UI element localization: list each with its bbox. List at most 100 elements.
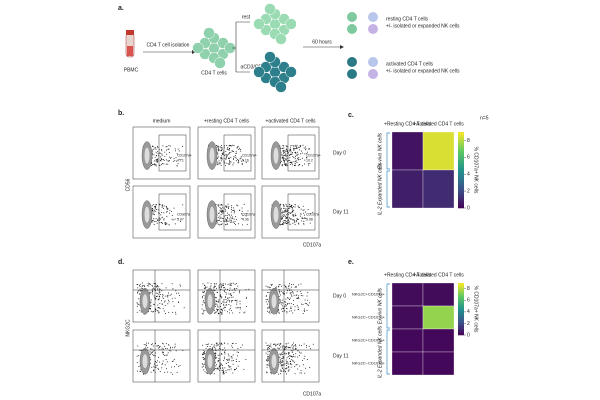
event-dot [227,217,229,219]
colorbar-step [458,149,464,153]
event-dot [204,371,206,373]
event-dot [219,162,221,164]
event-dot [206,286,208,288]
event-dot [214,367,216,369]
event-dot [161,206,163,208]
event-dot [158,298,160,300]
event-dot [282,158,284,160]
event-dot [164,155,166,157]
event-dot [269,288,271,290]
event-dot [293,206,295,208]
event-dot [138,298,140,300]
event-dot [289,164,291,166]
heatmap-cell [391,351,424,376]
colorbar-step [458,182,464,186]
event-dot [300,208,302,210]
event-dot [216,368,218,370]
event-dot [220,147,222,149]
event-dot [156,203,158,205]
event-dot [267,358,269,360]
event-dot [159,218,161,220]
event-dot [286,148,288,150]
event-dot [287,362,289,364]
gate [158,134,187,172]
event-dot [202,313,204,315]
event-dot [287,352,289,354]
bracket [386,283,390,329]
event-dot [232,299,234,301]
event-dot [209,286,211,288]
event-dot [282,155,284,157]
event-dot [151,293,153,295]
event-dot [288,358,290,360]
event-dot [284,352,286,354]
event-dot [223,358,225,360]
event-dot [232,218,234,220]
event-dot [152,219,154,221]
event-dot [233,218,235,220]
event-dot [289,310,291,312]
event-dot [161,303,163,305]
event-dot [162,297,164,299]
event-dot [285,304,287,306]
event-dot [288,207,290,209]
event-dot [228,358,230,360]
event-dot [288,150,290,152]
event-dot [231,345,233,347]
event-dot [202,291,204,293]
event-dot [224,352,226,354]
event-dot [203,292,205,294]
colorbar-step [458,152,464,156]
event-dot [303,358,305,360]
event-dot [235,361,237,363]
event-dot [175,157,177,159]
event-dot [235,367,237,369]
event-dot [152,210,154,212]
event-dot [174,148,176,150]
event-dot [231,221,233,223]
event-dot [220,210,222,212]
event-dot [268,348,270,350]
event-dot [292,354,294,356]
event-dot [221,148,223,150]
event-dot [279,292,281,294]
event-dot [157,304,159,306]
event-dot [226,162,228,164]
event-dot [236,303,238,305]
event-dot [152,163,154,165]
event-dot [291,151,293,153]
event-dot [294,224,296,226]
event-dot [267,355,269,357]
event-dot [202,365,204,367]
event-dot [227,220,229,222]
event-dot [267,286,269,288]
event-dot [154,164,156,166]
event-dot [227,362,229,364]
row-label: Day 11 [333,353,349,359]
event-dot [214,312,216,314]
event-dot [306,295,308,297]
event-dot [292,356,294,358]
event-dot [289,212,291,214]
event-dot [288,220,290,222]
event-dot [283,222,285,224]
event-dot [286,146,288,148]
event-dot [293,146,295,148]
event-dot [309,367,311,369]
heatmap-cell [391,131,424,171]
colorbar-step [458,154,464,158]
event-dot [182,145,184,147]
event-dot [296,161,298,163]
event-dot [151,145,153,147]
event-dot [299,158,301,160]
event-dot [298,158,300,160]
event-dot [243,203,245,205]
event-dot [226,223,228,225]
event-dot [158,311,160,313]
event-dot [151,221,153,223]
event-dot [229,287,231,289]
colorbar-step [458,134,464,138]
event-dot [153,214,155,216]
density [144,147,150,164]
event-dot [300,369,302,371]
